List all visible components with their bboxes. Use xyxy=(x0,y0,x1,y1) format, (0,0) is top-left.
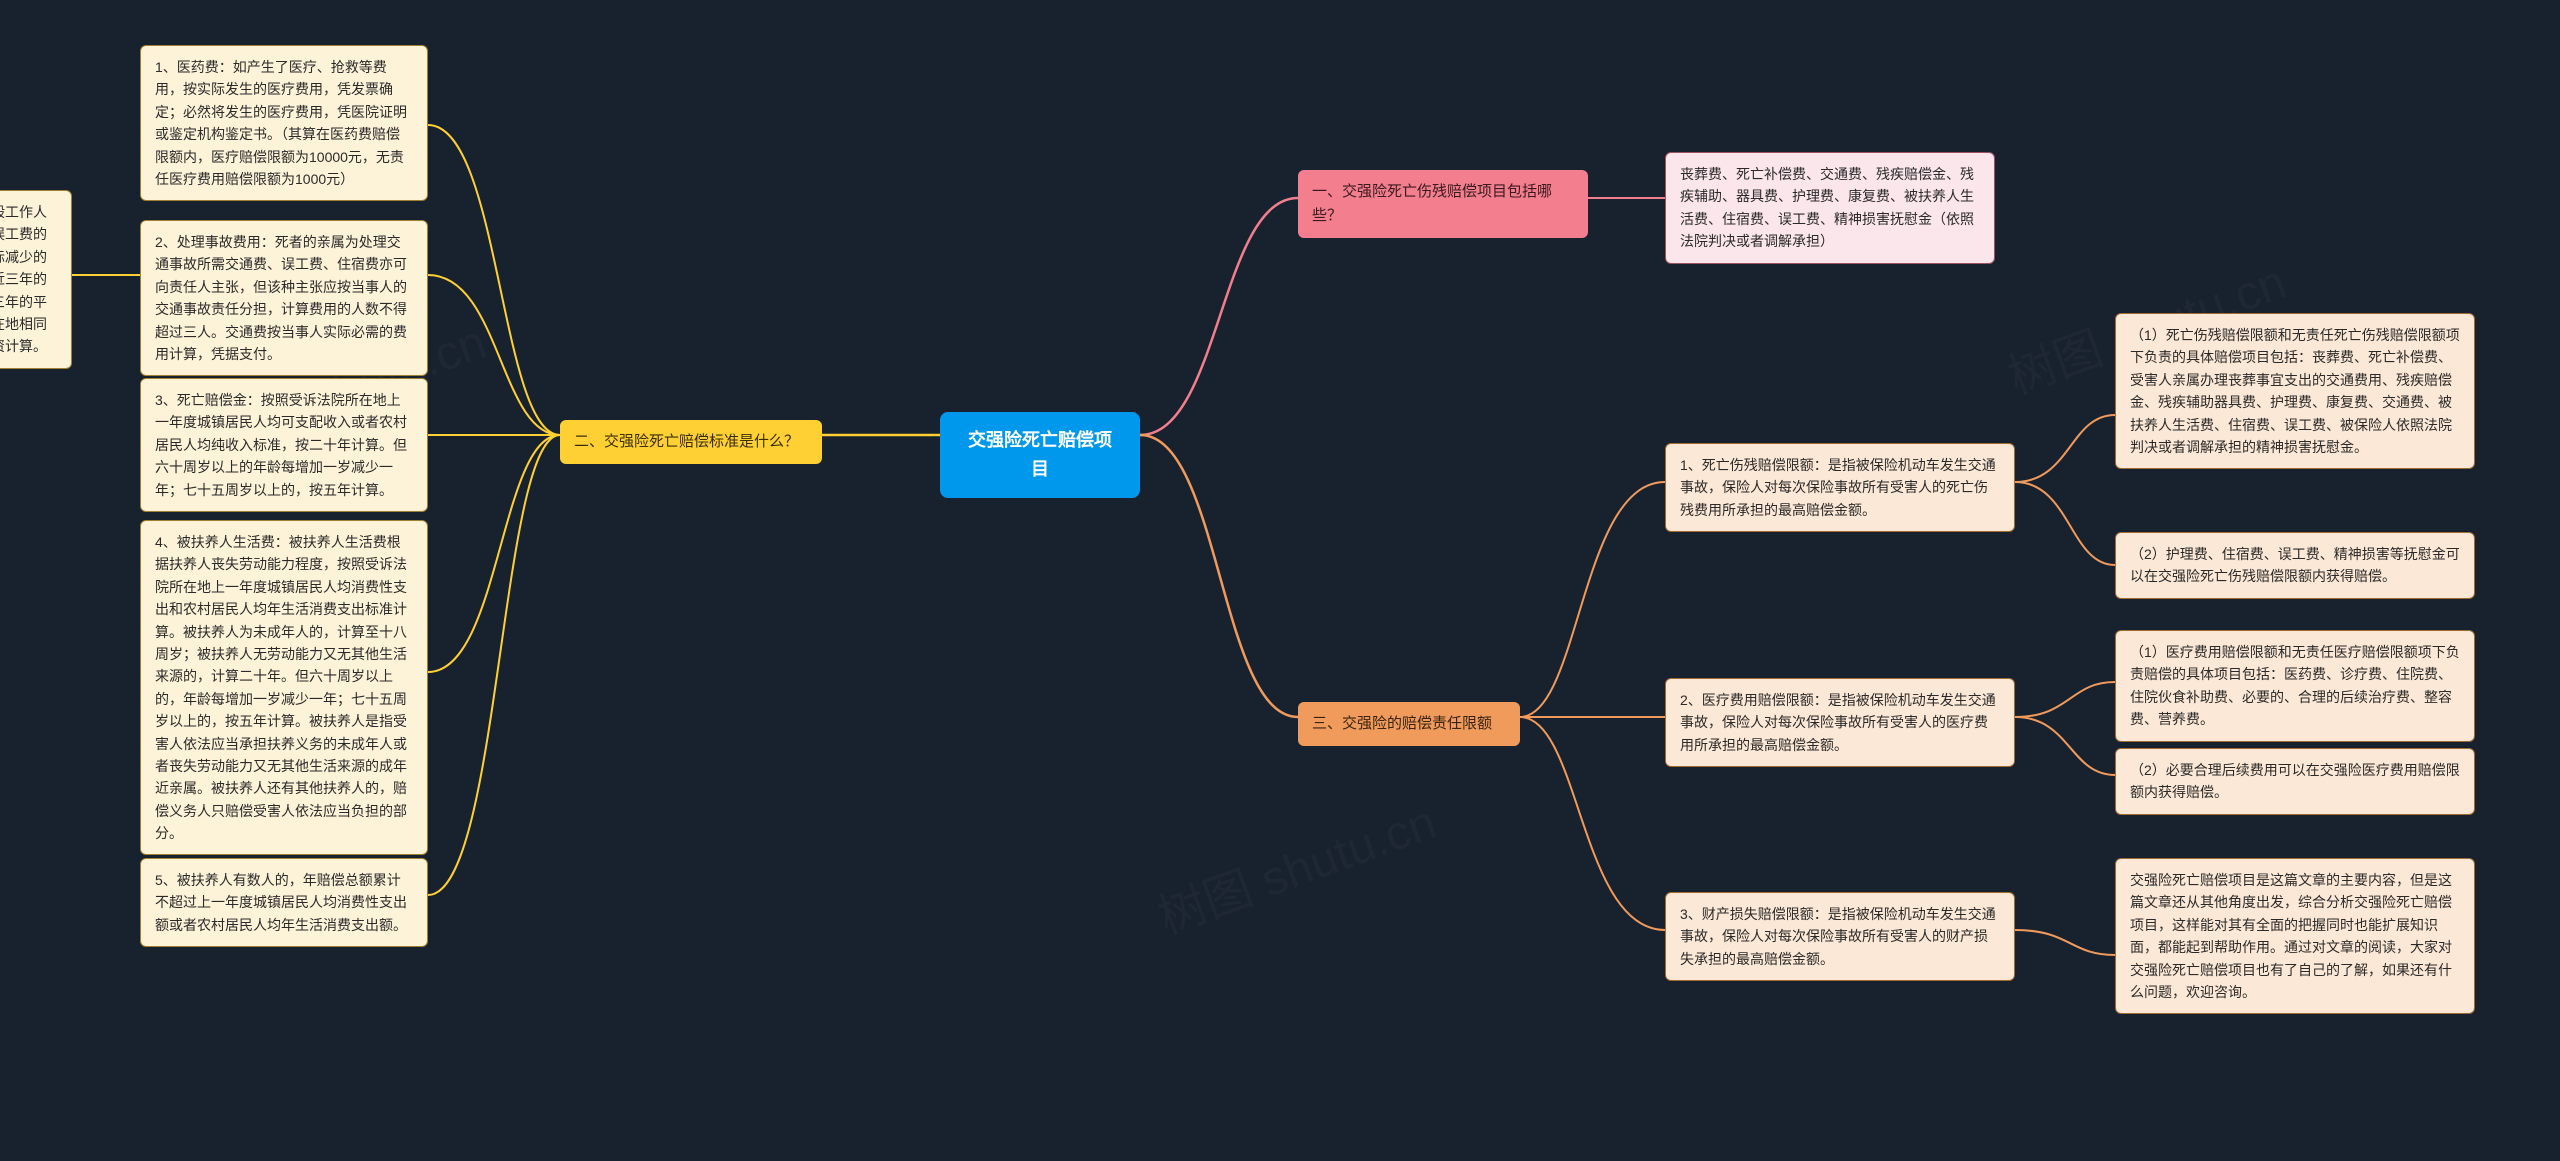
branch-3: 三、交强险的赔偿责任限额 xyxy=(1298,702,1520,746)
branch-2-leaf-1: 1、医药费：如产生了医疗、抢救等费用，按实际发生的医疗费用，凭发票确定；必然将发… xyxy=(140,45,428,201)
branch-1: 一、交强险死亡伤残赔偿项目包括哪些？ xyxy=(1298,170,1588,238)
branch-3-leaf-3a: 交强险死亡赔偿项目是这篇文章的主要内容，但是这篇文章还从其他角度出发，综合分析交… xyxy=(2115,858,2475,1014)
branch-3-leaf-1: 1、死亡伤残赔偿限额：是指被保险机动车发生交通事故，保险人对每次保险事故所有受害… xyxy=(1665,443,2015,532)
center-node: 交强险死亡赔偿项目 xyxy=(940,412,1140,498)
branch-2-leaf-2-side: 住宿费按交通事故发生地国家机关一般工作人员的出差住宿标准计算，凭据支付。误工费的… xyxy=(0,190,72,369)
branch-3-leaf-2a: （1）医疗费用赔偿限额和无责任医疗赔偿限额项下负责赔偿的具体项目包括：医药费、诊… xyxy=(2115,630,2475,742)
branch-3-leaf-1a: （1）死亡伤残赔偿限额和无责任死亡伤残赔偿限额项下负责的具体赔偿项目包括：丧葬费… xyxy=(2115,313,2475,469)
branch-2-leaf-2: 2、处理事故费用：死者的亲属为处理交通事故所需交通费、误工费、住宿费亦可向责任人… xyxy=(140,220,428,376)
branch-2-leaf-3: 3、死亡赔偿金：按照受诉法院所在地上一年度城镇居民人均可支配收入或者农村居民人均… xyxy=(140,378,428,512)
branch-3-leaf-1b: （2）护理费、住宿费、误工费、精神损害等抚慰金可以在交强险死亡伤残赔偿限额内获得… xyxy=(2115,532,2475,599)
branch-1-leaf-1: 丧葬费、死亡补偿费、交通费、残疾赔偿金、残疾辅助、器具费、护理费、康复费、被扶养… xyxy=(1665,152,1995,264)
branch-3-leaf-2: 2、医疗费用赔偿限额：是指被保险机动车发生交通事故，保险人对每次保险事故所有受害… xyxy=(1665,678,2015,767)
branch-3-leaf-3: 3、财产损失赔偿限额：是指被保险机动车发生交通事故，保险人对每次保险事故所有受害… xyxy=(1665,892,2015,981)
watermark: 树图 shutu.cn xyxy=(1147,782,1444,947)
branch-2: 二、交强险死亡赔偿标准是什么？ xyxy=(560,420,822,464)
branch-2-leaf-5: 5、被扶养人有数人的，年赔偿总额累计不超过上一年度城镇居民人均消费性支出额或者农… xyxy=(140,858,428,947)
branch-2-leaf-4: 4、被扶养人生活费：被扶养人生活费根据扶养人丧失劳动能力程度，按照受诉法院所在地… xyxy=(140,520,428,855)
branch-3-leaf-2b: （2）必要合理后续费用可以在交强险医疗费用赔偿限额内获得赔偿。 xyxy=(2115,748,2475,815)
